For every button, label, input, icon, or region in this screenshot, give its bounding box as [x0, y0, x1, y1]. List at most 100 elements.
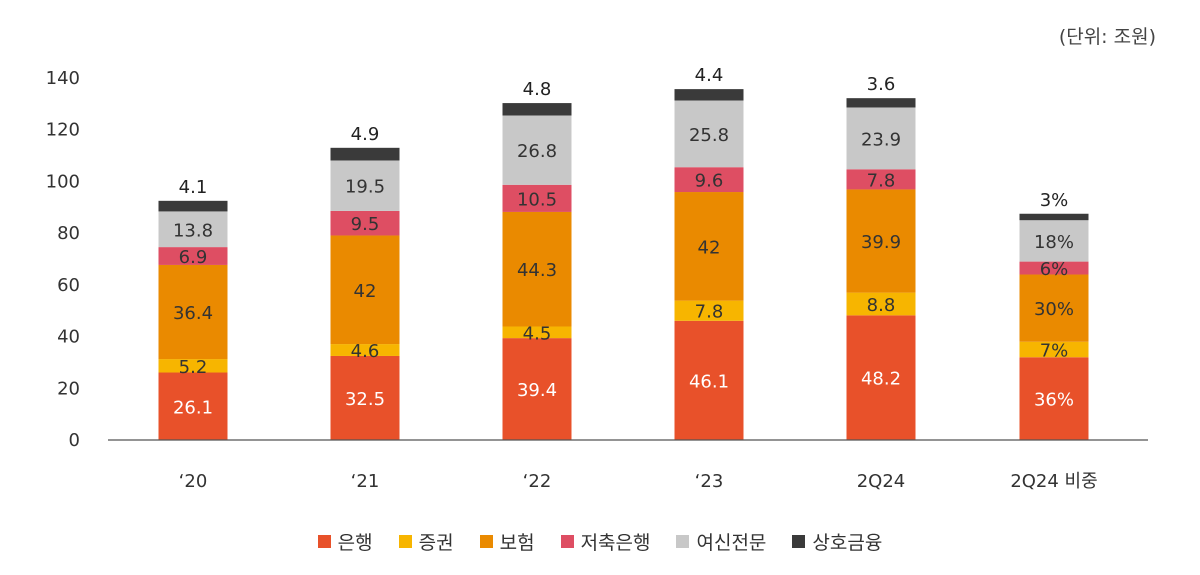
legend-item: 보험: [479, 528, 535, 555]
bar-segment: [330, 355, 400, 440]
legend-label: 상호금융: [812, 532, 883, 554]
bar-segment: [846, 98, 916, 108]
segment-label: 44.3: [517, 260, 557, 281]
bar-segment: [846, 107, 916, 170]
legend-label: 은행: [337, 532, 373, 554]
segment-label: 48.2: [861, 369, 901, 390]
legend-label: 여신전문: [696, 532, 767, 554]
bar-segment: [502, 184, 572, 212]
segment-label: 13.8: [173, 220, 213, 241]
bar-segment: [846, 169, 916, 190]
bar-segment: [674, 89, 744, 101]
y-tick-label: 80: [57, 223, 80, 244]
bar-segment: [158, 264, 228, 360]
segment-label: 4.5: [523, 323, 552, 344]
legend-item: 저축은행: [560, 528, 651, 555]
legend-item: 증권: [398, 528, 454, 555]
bar-segment: [502, 103, 572, 116]
legend-label: 보험: [499, 532, 535, 554]
bar-segment: [330, 160, 400, 211]
bar-segment: [158, 247, 228, 265]
bar-segment: [674, 100, 744, 168]
segment-label: 36%: [1034, 390, 1074, 411]
bar-segment: [158, 359, 228, 373]
legend: 은행 증권 보험 저축은행 여신전문 상호금융: [0, 528, 1200, 555]
segment-label: 6%: [1040, 259, 1069, 280]
y-tick-label: 120: [46, 120, 80, 141]
segment-label: 19.5: [345, 177, 385, 198]
bar-segment: [502, 211, 572, 327]
legend-swatch: [676, 535, 690, 548]
y-tick-label: 140: [46, 68, 80, 89]
segment-label: 39.4: [517, 380, 557, 401]
segment-label: 39.9: [861, 232, 901, 253]
segment-label: 10.5: [517, 189, 557, 210]
segment-label: 18%: [1034, 232, 1074, 253]
bar-segment: [502, 338, 572, 440]
bar-segment: [502, 326, 572, 339]
y-tick-label: 40: [57, 327, 80, 348]
unit-label: (단위: 조원): [1058, 26, 1156, 48]
bar-segment: [674, 300, 744, 321]
legend-swatch: [479, 535, 493, 548]
segment-label: 42: [354, 281, 377, 302]
bar-segment: [1019, 213, 1089, 221]
bar-segment: [674, 192, 744, 301]
y-tick-label: 0: [69, 430, 80, 451]
segment-label: 32.5: [345, 389, 385, 410]
bar-segment: [846, 315, 916, 440]
y-tick-label: 60: [57, 275, 80, 296]
bar-segment: [1019, 341, 1089, 358]
category-label: ‘20: [179, 471, 208, 492]
segment-label: 4.6: [351, 341, 380, 362]
bar-segment: [1019, 220, 1089, 262]
bar-segment: [1019, 261, 1089, 275]
segment-label: 9.5: [351, 214, 380, 235]
segment-label: 7.8: [867, 170, 896, 191]
legend-label: 증권: [418, 532, 454, 554]
bar-segment: [674, 320, 744, 440]
segment-label: 4.1: [179, 177, 208, 198]
legend-swatch: [792, 535, 806, 548]
segment-label: 46.1: [689, 371, 729, 392]
bar-segment: [330, 344, 400, 356]
legend-label: 저축은행: [580, 532, 651, 554]
segment-label: 23.9: [861, 129, 901, 150]
bar-segment: [158, 200, 228, 212]
bar-segment: [330, 235, 400, 345]
bar-segment: [846, 292, 916, 316]
bar-segment: [1019, 357, 1089, 440]
segment-label: 7%: [1040, 341, 1069, 362]
bar-segment: [502, 115, 572, 185]
segment-label: 7.8: [695, 302, 724, 323]
bar-segment: [330, 210, 400, 236]
legend-swatch: [398, 535, 412, 548]
segment-label: 26.1: [173, 397, 213, 418]
category-label: 2Q24: [857, 471, 906, 492]
segment-label: 26.8: [517, 141, 557, 162]
legend-item: 여신전문: [676, 528, 766, 555]
category-label: 2Q24 비중: [1010, 471, 1097, 492]
segment-label: 5.2: [179, 357, 208, 378]
segment-label: 8.8: [867, 295, 896, 316]
segment-label: 4.4: [695, 65, 724, 86]
bar-segment: [158, 211, 228, 248]
legend-item: 은행: [317, 528, 373, 555]
legend-swatch: [317, 535, 331, 548]
segment-label: 30%: [1034, 299, 1074, 320]
segment-label: 42: [698, 237, 721, 258]
legend-swatch: [560, 535, 574, 548]
bar-segment: [674, 167, 744, 193]
bar-segment: [846, 189, 916, 293]
segment-label: 4.8: [523, 79, 552, 100]
category-label: ‘22: [523, 471, 552, 492]
segment-label: 6.9: [179, 247, 208, 268]
segment-label: 36.4: [173, 303, 213, 324]
bar-segment: [1019, 274, 1089, 342]
y-tick-label: 100: [46, 171, 80, 192]
segment-label: 9.6: [695, 171, 724, 192]
y-tick-label: 20: [57, 378, 80, 399]
category-label: ‘21: [351, 471, 380, 492]
bar-segment: [330, 147, 400, 161]
